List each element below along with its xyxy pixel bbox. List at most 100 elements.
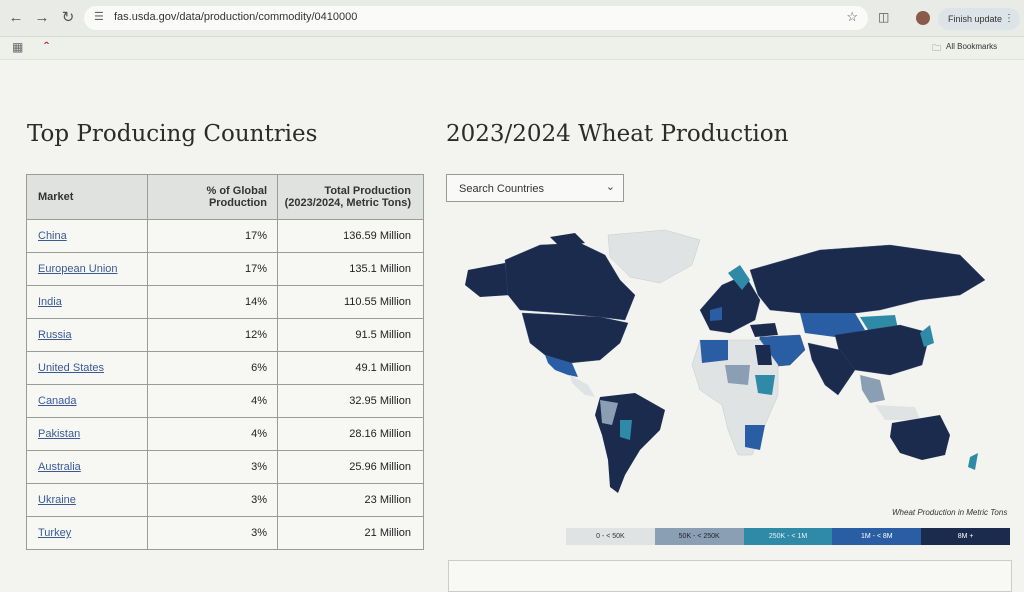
legend-item: 50K - < 250K <box>654 528 744 545</box>
indonesia-region[interactable] <box>875 405 920 420</box>
india-region[interactable] <box>807 342 856 396</box>
country-link[interactable]: China <box>38 230 67 242</box>
country-link[interactable]: European Union <box>38 263 118 275</box>
percent-cell: 14% <box>147 285 278 319</box>
details-panel <box>448 560 1012 592</box>
country-link[interactable]: India <box>38 296 62 308</box>
total-cell: 32.95 Million <box>277 384 424 418</box>
country-link[interactable]: Canada <box>38 395 77 407</box>
north-africa-west-region[interactable] <box>700 340 728 363</box>
profile-avatar[interactable] <box>916 11 930 25</box>
chevron-down-icon: ⌄ <box>605 181 615 193</box>
australia-region[interactable] <box>890 415 950 460</box>
menu-dots-icon[interactable]: ⋮ <box>1004 13 1014 24</box>
all-bookmarks-link[interactable]: 🗀 All Bookmarks <box>932 42 998 53</box>
table-row: European Union 17% 135.1 Million <box>26 252 424 286</box>
percent-cell: 17% <box>147 252 278 286</box>
greenland-region[interactable] <box>607 229 701 284</box>
browser-toolbar: ← → ↻ ☰ fas.usda.gov/data/production/com… <box>0 0 1024 37</box>
top-producing-countries-heading: Top Producing Countries <box>27 121 318 147</box>
total-header-line2: (2023/2024, Metric Tons) <box>284 197 411 209</box>
table-row: India 14% 110.55 Million <box>26 285 424 319</box>
table-row: Ukraine 3% 23 Million <box>26 483 424 517</box>
wheat-production-heading: 2023/2024 Wheat Production <box>446 121 789 147</box>
total-column-header[interactable]: Total Production (2023/2024, Metric Tons… <box>277 174 424 220</box>
western-europe-region[interactable] <box>710 307 722 321</box>
total-cell: 91.5 Million <box>277 318 424 352</box>
kazakhstan-region[interactable] <box>800 313 865 337</box>
central-america-region[interactable] <box>570 375 595 397</box>
table-row: Pakistan 4% 28.16 Million <box>26 417 424 451</box>
site-info-icon[interactable]: ☰ <box>94 11 104 23</box>
forward-icon[interactable]: → <box>34 9 50 26</box>
percent-cell: 6% <box>147 351 278 385</box>
address-bar[interactable]: ☰ fas.usda.gov/data/production/commodity… <box>84 6 868 30</box>
country-link[interactable]: Ukraine <box>38 494 76 506</box>
percent-cell: 4% <box>147 384 278 418</box>
finish-update-label: Finish update <box>948 14 1003 24</box>
andes-region[interactable] <box>600 400 618 425</box>
total-cell: 23 Million <box>277 483 424 517</box>
finish-update-button[interactable]: Finish update ⋮ <box>938 8 1020 30</box>
folder-icon: 🗀 <box>932 43 942 53</box>
url-text[interactable]: fas.usda.gov/data/production/commodity/0… <box>114 11 358 23</box>
table-row: Turkey 3% 21 Million <box>26 516 424 550</box>
total-cell: 25.96 Million <box>277 450 424 484</box>
world-wheat-map[interactable] <box>460 225 1010 500</box>
usa-region[interactable] <box>521 312 629 364</box>
percent-header-line2: Production <box>208 197 267 209</box>
bookmark-star-icon[interactable]: ☆ <box>846 9 858 24</box>
table-row: Canada 4% 32.95 Million <box>26 384 424 418</box>
arctic-islands-region[interactable] <box>550 233 585 247</box>
production-table: Market % of Global Production Total Prod… <box>26 174 424 550</box>
percent-cell: 17% <box>147 219 278 253</box>
legend-item: 1M - < 8M <box>832 528 922 545</box>
total-cell: 110.55 Million <box>277 285 424 319</box>
reload-icon[interactable]: ↻ <box>61 9 75 26</box>
country-link[interactable]: Russia <box>38 329 72 341</box>
percent-cell: 3% <box>147 483 278 517</box>
mexico-region[interactable] <box>545 355 578 377</box>
extensions-icon[interactable]: ◫ <box>878 10 890 24</box>
total-cell: 136.59 Million <box>277 219 424 253</box>
southeast-asia-region[interactable] <box>860 375 885 403</box>
percent-column-header[interactable]: % of Global Production <box>147 174 278 220</box>
market-column-header[interactable]: Market <box>26 174 148 220</box>
total-cell: 135.1 Million <box>277 252 424 286</box>
country-link[interactable]: Pakistan <box>38 428 81 440</box>
apps-grid-icon[interactable]: ▦ <box>12 40 24 54</box>
russia-region[interactable] <box>749 244 986 316</box>
percent-cell: 12% <box>147 318 278 352</box>
search-countries-dropdown[interactable]: Search Countries ⌄ <box>446 174 624 202</box>
total-cell: 28.16 Million <box>277 417 424 451</box>
japan-region[interactable] <box>920 325 934 347</box>
legend-item: 0 - < 50K <box>566 528 655 545</box>
south-africa-region[interactable] <box>745 425 765 450</box>
percent-header-line1: % of Global <box>206 185 268 197</box>
table-header-row: Market % of Global Production Total Prod… <box>26 174 424 220</box>
all-bookmarks-label: All Bookmarks <box>946 42 998 51</box>
legend-item: 8M + <box>921 528 1010 545</box>
sahel-region[interactable] <box>725 365 750 385</box>
bookmark-logo-icon[interactable]: ˆ <box>44 39 49 55</box>
egypt-region[interactable] <box>755 345 772 365</box>
alaska-region[interactable] <box>465 263 510 297</box>
total-cell: 49.1 Million <box>277 351 424 385</box>
turkey-region[interactable] <box>750 323 778 337</box>
table-row: Australia 3% 25.96 Million <box>26 450 424 484</box>
map-legend: 0 - < 50K 50K - < 250K 250K - < 1M 1M - … <box>566 528 1010 545</box>
back-icon[interactable]: ← <box>8 9 24 26</box>
legend-title: Wheat Production in Metric Tons <box>892 508 1008 517</box>
country-link[interactable]: United States <box>38 362 105 374</box>
bookmarks-bar: ▦ ˆ 🗀 All Bookmarks <box>0 37 1024 60</box>
bolivia-region[interactable] <box>620 420 632 440</box>
country-link[interactable]: Australia <box>38 461 81 473</box>
new-zealand-region[interactable] <box>968 453 978 470</box>
ethiopia-region[interactable] <box>755 375 775 395</box>
search-countries-label: Search Countries <box>459 183 544 195</box>
scandinavia-region[interactable] <box>728 265 750 290</box>
table-row: Russia 12% 91.5 Million <box>26 318 424 352</box>
europe-region[interactable] <box>699 274 761 334</box>
percent-cell: 3% <box>147 516 278 550</box>
country-link[interactable]: Turkey <box>38 527 72 539</box>
